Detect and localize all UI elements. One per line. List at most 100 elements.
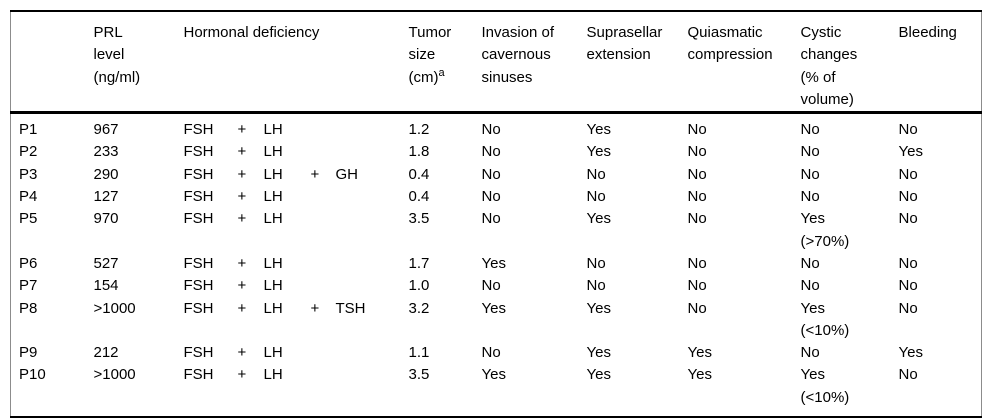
hormone-plus2-cell: [303, 275, 328, 297]
hormone-plus-cell: +: [237, 344, 247, 362]
tumor-size-cell: 3.5: [408, 366, 430, 384]
tumor-size-cell: 0.4: [408, 165, 430, 183]
tumor-size-cell: 1.2: [408, 121, 430, 139]
col-header-cystic: Cystic changes (% of volume): [792, 11, 891, 115]
quiasmatic-cell: No: [687, 299, 707, 317]
hormone-plus2-cell: [303, 113, 328, 142]
hormone-2-cell: LH: [263, 188, 283, 206]
hormone-2-cell: LH: [263, 165, 283, 183]
table-body: P1 967 FSH + LH 1.2 No Yes No No No P2 2…: [11, 113, 982, 417]
tumor-size-cell: 1.7: [408, 254, 430, 272]
hormone-3-cell: [328, 275, 401, 297]
cystic-cell: No: [800, 277, 820, 295]
suprasellar-cell: No: [586, 165, 606, 183]
hormone-1-cell: FSH: [183, 344, 214, 362]
footnote-marker-a: a: [438, 66, 445, 79]
tumor-size-cell: 1.1: [408, 344, 430, 362]
hormone-plus-cell: +: [237, 165, 247, 183]
hormone-1-cell: FSH: [183, 165, 214, 183]
hormone-1-cell: FSH: [183, 210, 214, 228]
invasion-cell: No: [481, 277, 501, 295]
patient-id-cell: P3: [19, 165, 38, 183]
hormone-plus-cell: +: [237, 188, 247, 206]
hormone-3-cell: [328, 253, 401, 275]
table-row: P5 970 FSH + LH 3.5 No Yes No Yes (>70%)…: [11, 208, 982, 253]
cystic-cell: Yes (>70%): [800, 210, 850, 250]
patient-characteristics-table: PRL level (ng/ml) Hormonal deficiency Tu…: [10, 10, 983, 418]
hormone-plus-cell: +: [237, 366, 247, 384]
hormone-plus2-cell: [303, 364, 328, 417]
cystic-cell: No: [800, 188, 820, 206]
col-header-invasion: Invasion of cavernous sinuses: [473, 11, 579, 115]
suprasellar-cell: Yes: [586, 366, 611, 384]
suprasellar-cell: No: [586, 277, 606, 295]
hormone-plus-cell: +: [237, 299, 247, 317]
invasion-cell: No: [481, 121, 501, 139]
invasion-cell: No: [481, 188, 501, 206]
suprasellar-cell: Yes: [586, 299, 611, 317]
cystic-cell: No: [800, 254, 820, 272]
hormone-2-cell: LH: [263, 344, 283, 362]
hormone-3-cell: GH: [335, 165, 359, 183]
cystic-cell: No: [800, 121, 820, 139]
hormone-1-cell: FSH: [183, 254, 214, 272]
table-row: P10 >1000 FSH + LH 3.5 Yes Yes Yes Yes (…: [11, 364, 982, 417]
col-header-bleeding: Bleeding: [890, 11, 982, 115]
col-header-tumor-size: Tumor size (cm)a: [400, 11, 474, 115]
quiasmatic-cell: No: [687, 121, 707, 139]
prl-level-cell: 154: [93, 277, 119, 295]
patient-id-cell: P10: [19, 366, 46, 384]
hormone-plus2-cell: [303, 208, 328, 253]
patient-id-cell: P2: [19, 143, 38, 161]
table-row: P8 >1000 FSH + LH + TSH 3.2 Yes Yes No Y…: [11, 298, 982, 343]
hormone-1-cell: FSH: [183, 277, 214, 295]
bleeding-cell: No: [898, 165, 918, 183]
cystic-cell: No: [800, 143, 820, 161]
bleeding-cell: Yes: [898, 344, 923, 362]
patient-id-cell: P5: [19, 210, 38, 228]
quiasmatic-cell: No: [687, 254, 707, 272]
patient-id-cell: P9: [19, 344, 38, 362]
hormone-1-cell: FSH: [183, 299, 214, 317]
invasion-cell: Yes: [481, 299, 506, 317]
patient-id-cell: P4: [19, 188, 38, 206]
hormone-3-cell: [328, 364, 401, 417]
prl-level-cell: >1000: [93, 366, 136, 384]
col-header-prl-level: PRL level (ng/ml): [85, 11, 176, 115]
invasion-cell: Yes: [481, 366, 506, 384]
bleeding-cell: No: [898, 254, 918, 272]
col-header-quiasmatic: Quiasmatic compression: [679, 11, 793, 115]
patient-id-cell: P1: [19, 121, 38, 139]
hormone-1-cell: FSH: [183, 121, 214, 139]
invasion-cell: No: [481, 210, 501, 228]
hormone-3-cell: TSH: [335, 299, 366, 317]
prl-level-cell: 127: [93, 188, 119, 206]
tumor-size-cell: 1.8: [408, 143, 430, 161]
hormone-plus-cell: +: [237, 210, 247, 228]
prl-level-cell: 212: [93, 344, 119, 362]
patient-id-cell: P8: [19, 299, 38, 317]
cystic-cell: No: [800, 344, 820, 362]
hormone-plus2-cell: [303, 141, 328, 163]
suprasellar-cell: Yes: [586, 121, 611, 139]
table-row: P3 290 FSH + LH + GH 0.4 No No No No No: [11, 164, 982, 186]
bleeding-cell: No: [898, 277, 918, 295]
tumor-size-cell: 1.0: [408, 277, 430, 295]
hormone-plus2-cell: +: [310, 299, 320, 317]
bleeding-cell: No: [898, 366, 918, 384]
quiasmatic-cell: Yes: [687, 344, 712, 362]
hormone-2-cell: LH: [263, 143, 283, 161]
cystic-cell: No: [800, 165, 820, 183]
suprasellar-cell: Yes: [586, 143, 611, 161]
bleeding-cell: No: [898, 299, 918, 317]
hormone-plus-cell: +: [237, 254, 247, 272]
hormone-3-cell: [328, 342, 401, 364]
hormone-3-cell: [328, 113, 401, 142]
suprasellar-cell: No: [586, 254, 606, 272]
invasion-cell: Yes: [481, 254, 506, 272]
cystic-cell: Yes (<10%): [800, 299, 850, 339]
hormone-plus2-cell: [303, 186, 328, 208]
quiasmatic-cell: No: [687, 277, 707, 295]
hormone-2-cell: LH: [263, 210, 283, 228]
tumor-size-cell: 3.2: [408, 299, 430, 317]
